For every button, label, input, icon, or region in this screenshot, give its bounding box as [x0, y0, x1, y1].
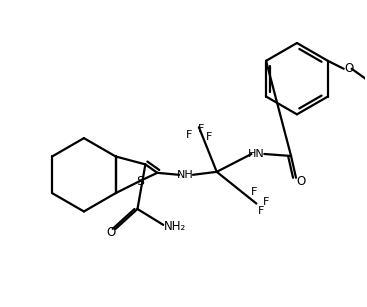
Text: HN: HN	[248, 149, 265, 159]
Text: F: F	[263, 196, 269, 207]
Text: F: F	[258, 207, 265, 216]
Text: F: F	[251, 187, 258, 197]
Text: NH: NH	[177, 170, 193, 180]
Text: O: O	[344, 62, 353, 75]
Text: F: F	[186, 130, 192, 140]
Text: S: S	[137, 175, 145, 188]
Text: F: F	[198, 124, 204, 134]
Text: O: O	[296, 175, 306, 188]
Text: NH₂: NH₂	[164, 220, 186, 233]
Text: O: O	[106, 226, 115, 239]
Text: F: F	[206, 132, 212, 142]
